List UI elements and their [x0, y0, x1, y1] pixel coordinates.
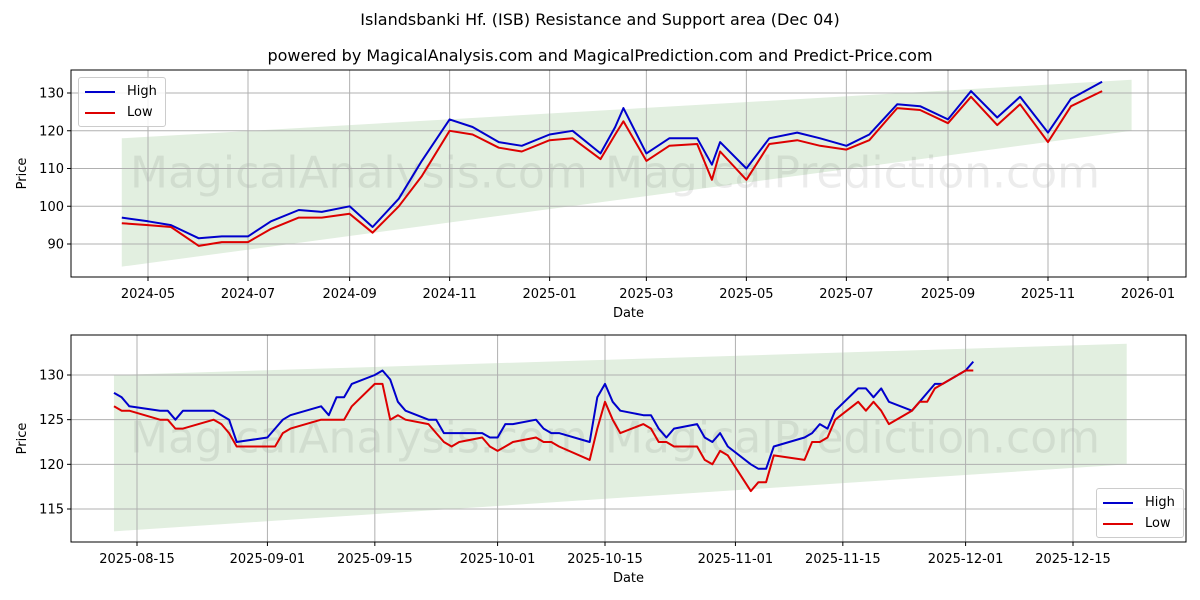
x-tick-label: 2024-11 [422, 287, 476, 302]
support-resistance-band [121, 79, 1132, 267]
high-line-swatch-icon [85, 90, 115, 93]
watermark: MagicalAnalysis.com [130, 148, 588, 199]
x-tick-label: 2024-07 [221, 287, 275, 302]
low-line-swatch-icon [85, 111, 115, 114]
x-tick-label: 2025-12-15 [1035, 552, 1111, 567]
legend-label-low: Low [127, 105, 153, 120]
y-tick-label: 110 [39, 162, 64, 177]
x-tick-label: 2025-10-15 [567, 552, 643, 567]
legend-label-low: Low [1145, 516, 1171, 531]
high-line-swatch-icon [1103, 501, 1133, 504]
x-tick-label: 2025-11-01 [698, 552, 774, 567]
axes-frame [70, 334, 1187, 543]
x-axis-label: Date [613, 306, 644, 321]
x-tick-label: 2025-03 [619, 287, 673, 302]
y-tick-label: 120 [39, 458, 64, 473]
x-tick-label: 2025-07 [819, 287, 873, 302]
x-tick-label: 2025-09 [921, 287, 975, 302]
series-line-low [113, 369, 974, 493]
y-tick-label: 100 [39, 200, 64, 215]
legend-item-high: High [1103, 492, 1175, 513]
x-tick-label: 2024-05 [121, 287, 175, 302]
x-tick-label: 2024-09 [322, 287, 376, 302]
chart-subtitle: powered by MagicalAnalysis.com and Magic… [267, 46, 933, 65]
series-line-low [121, 90, 1103, 247]
x-tick-label: 2025-09-15 [337, 552, 413, 567]
y-tick-label: 130 [39, 87, 64, 102]
legend-item-low: Low [85, 102, 157, 123]
x-tick-label: 2025-05 [719, 287, 773, 302]
legend-item-low: Low [1103, 513, 1175, 534]
y-axis-label: Price [15, 423, 30, 455]
x-tick-label: 2025-10-01 [460, 552, 536, 567]
axes-frame [70, 69, 1187, 278]
series-line-high [121, 80, 1103, 240]
x-axis-label: Date [613, 571, 644, 586]
plot-top: MagicalAnalysis.com MagicalPrediction.com… [15, 69, 1187, 321]
legend-item-high: High [85, 81, 157, 102]
x-tick-label: 2026-01 [1121, 287, 1175, 302]
y-tick-label: 120 [39, 124, 64, 139]
legend-label-high: High [1145, 495, 1175, 510]
legend-label-high: High [127, 84, 157, 99]
y-tick-label: 90 [47, 238, 64, 253]
y-tick-label: 115 [39, 503, 64, 518]
series-line-high [113, 360, 975, 470]
y-tick-label: 125 [39, 413, 64, 428]
x-tick-label: 2025-12-01 [928, 552, 1004, 567]
x-tick-label: 2025-01 [522, 287, 576, 302]
x-tick-label: 2025-09-01 [230, 552, 306, 567]
low-line-swatch-icon [1103, 522, 1133, 525]
x-tick-label: 2025-11-15 [805, 552, 881, 567]
watermark: MagicalPrediction.com [605, 148, 1100, 199]
chart-title: Islandsbanki Hf. (ISB) Resistance and Su… [360, 10, 840, 29]
watermark: MagicalPrediction.com [605, 413, 1100, 464]
legend-bottom: High Low [1096, 488, 1184, 538]
plot-bottom: MagicalAnalysis.com MagicalPrediction.com… [15, 334, 1187, 586]
legend-top: High Low [78, 77, 166, 127]
y-tick-label: 130 [39, 369, 64, 384]
y-axis-label: Price [15, 158, 30, 190]
x-tick-label: 2025-11 [1021, 287, 1075, 302]
x-tick-label: 2025-08-15 [99, 552, 175, 567]
